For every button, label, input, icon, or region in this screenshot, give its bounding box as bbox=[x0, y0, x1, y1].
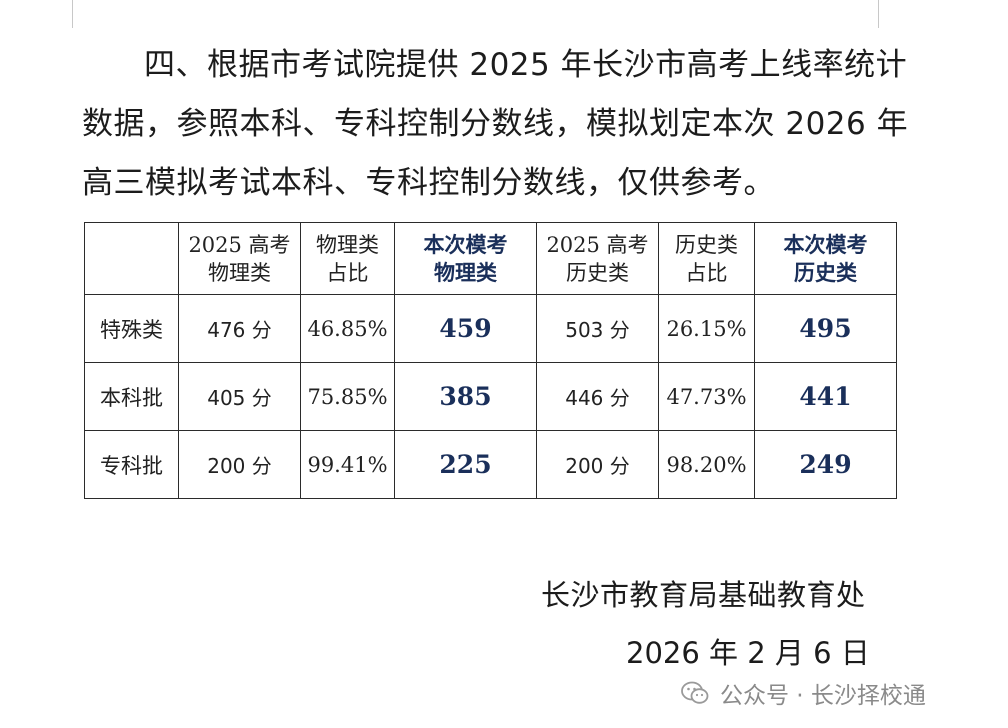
history-2025-score: 446 分 bbox=[536, 362, 659, 431]
header-line: 物理类 bbox=[208, 260, 271, 285]
header-line: 2025 高考 bbox=[188, 232, 291, 257]
physics-ratio: 46.85% bbox=[300, 294, 395, 363]
wechat-icon bbox=[681, 681, 709, 704]
row-label: 特殊类 bbox=[84, 294, 179, 363]
watermark: 公众号 · 长沙择校通 bbox=[680, 676, 926, 710]
header-history-ratio: 历史类 占比 bbox=[658, 222, 755, 295]
row-label: 专科批 bbox=[84, 430, 179, 499]
header-line: 历史类 bbox=[675, 232, 738, 257]
physics-mock-score: 459 bbox=[394, 294, 537, 363]
physics-mock-score: 225 bbox=[394, 430, 537, 499]
history-ratio: 26.15% bbox=[658, 294, 755, 363]
header-line: 历史类 bbox=[566, 260, 629, 285]
crop-mark-right bbox=[878, 0, 879, 28]
header-line: 本次模考 bbox=[423, 232, 508, 257]
history-2025-score: 200 分 bbox=[536, 430, 659, 499]
header-physics-2025: 2025 高考 物理类 bbox=[178, 222, 301, 295]
row-label: 本科批 bbox=[84, 362, 179, 431]
header-history-mock: 本次模考 历史类 bbox=[754, 222, 897, 295]
paragraph-line: 数据，参照本科、专科控制分数线，模拟划定本次 2026 年 bbox=[82, 106, 909, 142]
table-header-row: 2025 高考 物理类 物理类 占比 本次模考 物理类 2025 高考 历史类 … bbox=[84, 222, 897, 295]
history-2025-score: 503 分 bbox=[536, 294, 659, 363]
header-history-2025: 2025 高考 历史类 bbox=[536, 222, 659, 295]
physics-ratio: 99.41% bbox=[300, 430, 395, 499]
paragraph-line: 高三模拟考试本科、专科控制分数线，仅供参考。 bbox=[82, 165, 775, 201]
header-physics-mock: 本次模考 物理类 bbox=[394, 222, 537, 295]
history-mock-score: 495 bbox=[754, 294, 897, 363]
table-row: 本科批 405 分 75.85% 385 446 分 47.73% 441 bbox=[84, 362, 897, 431]
header-line: 本次模考 bbox=[783, 232, 868, 257]
physics-2025-score: 476 分 bbox=[178, 294, 301, 363]
watermark-text: 公众号 · 长沙择校通 bbox=[720, 683, 926, 709]
table-row: 特殊类 476 分 46.85% 459 503 分 26.15% 495 bbox=[84, 294, 897, 363]
header-line: 历史类 bbox=[794, 260, 857, 285]
physics-mock-score: 385 bbox=[394, 362, 537, 431]
history-mock-score: 249 bbox=[754, 430, 897, 499]
history-ratio: 98.20% bbox=[658, 430, 755, 499]
header-corner-cell bbox=[84, 222, 179, 295]
paragraph-line: 四、根据市考试院提供 2025 年长沙市高考上线率统计 bbox=[144, 47, 908, 83]
header-line: 物理类 bbox=[316, 232, 379, 257]
header-line: 物理类 bbox=[434, 260, 497, 285]
signature-organization: 长沙市教育局基础教育处 bbox=[541, 578, 866, 612]
signature-date: 2026 年 2 月 6 日 bbox=[626, 636, 870, 670]
physics-ratio: 75.85% bbox=[300, 362, 395, 431]
header-physics-ratio: 物理类 占比 bbox=[300, 222, 395, 295]
crop-mark-left bbox=[72, 0, 73, 28]
physics-2025-score: 200 分 bbox=[178, 430, 301, 499]
physics-2025-score: 405 分 bbox=[178, 362, 301, 431]
history-mock-score: 441 bbox=[754, 362, 897, 431]
history-ratio: 47.73% bbox=[658, 362, 755, 431]
header-line: 2025 高考 bbox=[546, 232, 649, 257]
header-line: 占比 bbox=[326, 260, 369, 285]
score-line-table: 2025 高考 物理类 物理类 占比 本次模考 物理类 2025 高考 历史类 … bbox=[84, 222, 897, 499]
header-line: 占比 bbox=[685, 260, 728, 285]
table-row: 专科批 200 分 99.41% 225 200 分 98.20% 249 bbox=[84, 430, 897, 499]
notice-paragraph: 四、根据市考试院提供 2025 年长沙市高考上线率统计 数据，参照本科、专科控制… bbox=[82, 36, 909, 213]
